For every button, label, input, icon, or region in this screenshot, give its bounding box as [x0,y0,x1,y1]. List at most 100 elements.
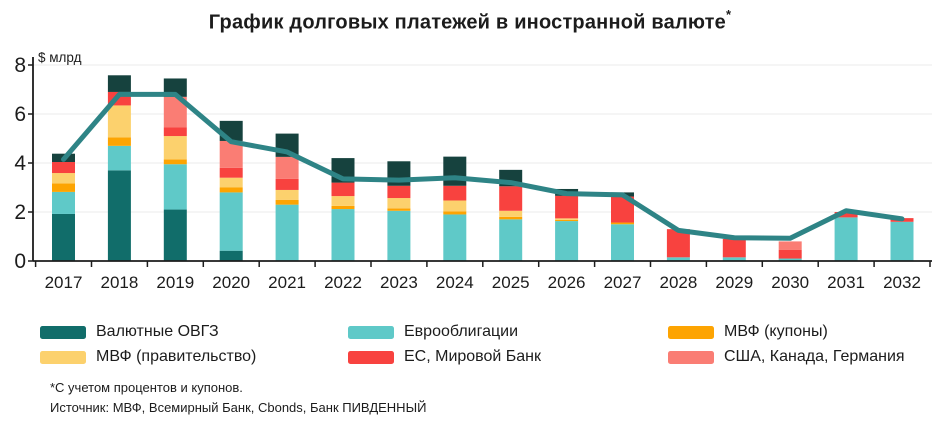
y-axis-title: $ млрд [38,50,82,65]
bar-segment-2025 [499,219,523,261]
bar-segment-2021 [275,204,299,261]
bar-segment-2018 [107,170,131,261]
bar-segment-2027 [611,224,634,261]
bar-segment-2031 [834,217,858,261]
legend-swatch-usa-canada-germany [668,350,714,364]
y-tick-label-2: 2 [14,201,26,224]
chart-title: График долговых платежей в иностранной в… [0,7,940,35]
bar-segment-2019 [163,127,187,137]
legend-swatch-ec-worldbank [348,350,394,364]
legend-swatch-imf-government [40,350,86,364]
x-tick-label-2021: 2021 [268,273,306,292]
chart-title-text: График долговых платежей в иностранной в… [208,11,726,34]
bar-segment-2018 [107,105,131,138]
bar-segment-2028 [666,257,690,261]
bar-segment-2020 [219,177,243,188]
bar-segment-2024 [443,156,467,186]
footnote-source: Источник: МВФ, Всемирный Банк, Cbonds, Б… [50,400,427,415]
x-tick-label-2026: 2026 [548,273,586,292]
bar-segment-2025 [499,216,523,220]
legend-swatch-ovgz [40,325,86,339]
bar-segment-2019 [163,209,187,261]
y-tick-label-6: 6 [14,103,26,126]
y-tick-label-8: 8 [14,54,26,77]
bar-segment-2024 [443,185,467,201]
bar-segment-2026 [555,219,579,222]
bar-segment-2017 [52,173,75,184]
bar-segment-2026 [555,218,579,220]
legend-label-ovgz: Валютные ОВГЗ [96,323,219,340]
x-tick-label-2022: 2022 [324,273,362,292]
bar-segment-2017 [52,191,75,214]
bar-segment-2018 [107,145,131,171]
bar-segment-2032 [890,221,914,261]
bar-segment-2021 [275,189,299,200]
bar-segment-2030 [778,241,802,250]
bar-segment-2020 [219,140,243,168]
bar-segment-2021 [275,156,299,179]
bar-segment-2022 [331,196,355,206]
bar-segment-2023 [387,210,411,261]
legend-label-imf-coupons: МВФ (купоны) [724,323,828,340]
bar-segment-2019 [163,159,187,165]
x-tick-label-2029: 2029 [715,273,753,292]
bar-segment-2023 [387,208,411,211]
legend-item-imf-coupons: МВФ (купоны) [668,323,905,340]
y-tick-label-0: 0 [14,250,26,273]
footnote-note: *С учетом процентов и купонов. [50,380,243,395]
legend-label-usa-canada-germany: США, Канада, Германия [724,348,905,365]
bar-segment-2022 [331,182,355,197]
legend-item-imf-government: МВФ (правительство) [40,348,256,365]
bar-segment-2029 [722,257,746,261]
legend-column-2: Еврооблигации ЕС, Мировой Банк [348,323,542,374]
legend-column-3: МВФ (купоны) США, Канада, Германия [668,323,905,374]
footnote-marker: * [725,7,732,22]
legend-swatch-imf-coupons [668,325,714,339]
x-tick-label-2027: 2027 [604,273,642,292]
bar-segment-2029 [722,238,746,258]
bar-segment-2020 [219,250,243,261]
bar-segment-2017 [52,213,75,261]
legend-item-eurobonds: Еврооблигации [348,323,541,340]
bar-segment-2020 [219,187,243,193]
bar-segment-2017 [52,183,75,192]
bar-segment-2030 [778,249,802,259]
bar-segment-2027 [611,196,634,223]
bar-segment-2019 [163,96,187,128]
bar-segment-2027 [611,222,634,225]
bar-segment-2025 [499,210,523,217]
bar-segment-2022 [331,205,355,210]
bar-segment-2022 [331,209,355,261]
bar-segment-2024 [443,200,467,212]
bar-segment-2021 [275,199,299,205]
x-tick-label-2018: 2018 [100,273,138,292]
x-tick-label-2025: 2025 [492,273,530,292]
total-line [61,91,905,241]
bar-segment-2021 [275,178,299,190]
y-tick-label-4: 4 [14,152,26,175]
x-tick-label-2028: 2028 [659,273,697,292]
bar-segment-2028 [666,229,690,258]
bar-segment-2024 [443,211,467,215]
legend-item-usa-canada-germany: США, Канада, Германия [668,348,905,365]
bar-segment-2018 [107,137,131,146]
bar-segment-2023 [387,198,411,209]
legend-label-eurobonds: Еврооблигации [404,323,519,340]
legend-item-ec-worldbank: ЕС, Мировой Банк [348,348,542,365]
bar-segment-2019 [163,164,187,210]
x-tick-label-2019: 2019 [156,273,194,292]
bar-segment-2025 [499,186,523,211]
x-tick-label-2023: 2023 [380,273,418,292]
chart-legend: Валютные ОВГЗ МВФ (правительство) Еврооб… [0,323,940,374]
bar-segment-2020 [219,192,243,251]
footnotes: *С учетом процентов и купонов. Источник:… [50,378,426,418]
legend-item-ovgz: Валютные ОВГЗ [40,323,256,340]
bar-segment-2030 [778,258,802,261]
x-tick-label-2020: 2020 [212,273,250,292]
legend-label-ec-worldbank: ЕС, Мировой Банк [404,348,542,365]
bar-segment-2020 [219,167,243,178]
bar-segment-2026 [555,221,579,261]
legend-swatch-eurobonds [348,325,394,339]
bar-segment-2023 [387,185,411,199]
bar-segment-2031 [834,212,858,218]
